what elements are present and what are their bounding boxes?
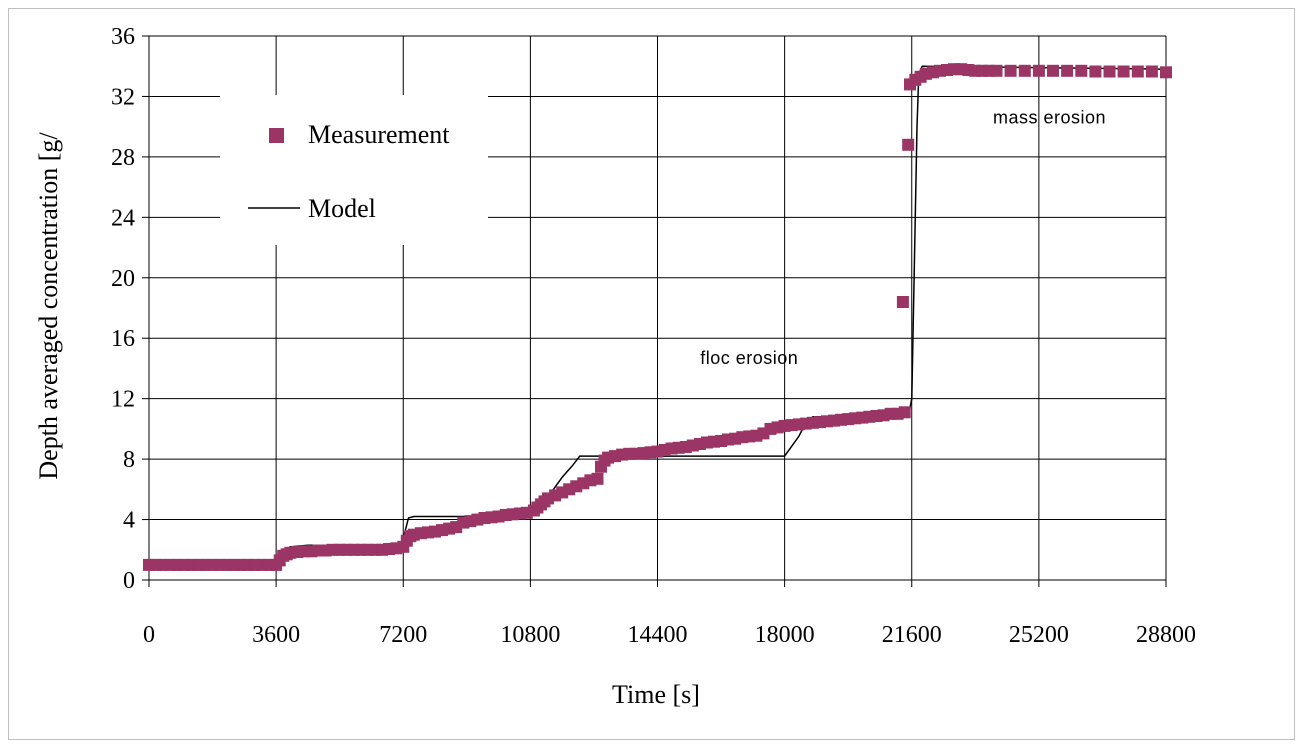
y-tick-label: 36 xyxy=(111,24,135,50)
y-tick-label: 4 xyxy=(123,508,135,534)
measurement-series xyxy=(143,63,1172,571)
annotation-mass-erosion: mass erosion xyxy=(993,108,1106,128)
legend-measurement-label: Measurement xyxy=(308,120,450,149)
y-tick-label: 20 xyxy=(111,266,135,292)
y-tick-labels: 0 4 8 12 16 20 24 28 32 36 xyxy=(111,24,135,594)
x-tick-label: 0 xyxy=(143,622,155,648)
grid-lines xyxy=(142,35,1167,587)
measurement-point xyxy=(1131,65,1144,78)
legend-model-label: Model xyxy=(308,194,376,223)
x-tick-label: 21600 xyxy=(882,622,942,648)
x-tick-label: 28800 xyxy=(1136,622,1196,648)
y-axis-title: Depth averaged concentration [g/ xyxy=(34,132,63,480)
measurement-point xyxy=(898,406,911,419)
measurement-point xyxy=(1160,66,1172,79)
y-tick-label: 12 xyxy=(111,387,135,413)
measurement-point xyxy=(1018,64,1031,77)
x-tick-label: 14400 xyxy=(628,622,688,648)
x-tick-label: 3600 xyxy=(252,622,300,648)
x-axis-title: Time [s] xyxy=(612,680,700,709)
measurement-point xyxy=(1061,64,1074,77)
x-tick-label: 7200 xyxy=(379,622,427,648)
x-tick-label: 10800 xyxy=(500,622,560,648)
x-tick-labels: 0 3600 7200 10800 14400 18000 21600 25200 28800 xyxy=(143,622,1196,648)
measurement-point xyxy=(902,138,915,151)
measurement-point xyxy=(1145,65,1158,78)
measurement-point xyxy=(1103,65,1116,78)
measurement-point xyxy=(948,63,961,76)
legend-measurement-marker xyxy=(269,128,284,143)
measurement-point xyxy=(1089,65,1102,78)
measurement-point xyxy=(591,472,604,485)
annotation-floc-erosion: floc erosion xyxy=(700,348,798,368)
measurement-point xyxy=(1075,64,1088,77)
measurement-point xyxy=(955,63,968,76)
measurement-point xyxy=(990,64,1003,77)
x-tick-label: 25200 xyxy=(1009,622,1069,648)
measurement-point xyxy=(1004,64,1017,77)
y-tick-label: 16 xyxy=(111,326,135,352)
legend-box xyxy=(220,95,488,245)
measurement-point xyxy=(896,296,909,308)
y-tick-label: 28 xyxy=(111,145,135,171)
y-tick-label: 0 xyxy=(123,568,135,594)
y-tick-label: 32 xyxy=(111,84,135,110)
y-tick-label: 8 xyxy=(123,447,135,473)
x-tick-label: 18000 xyxy=(755,622,815,648)
y-tick-label: 24 xyxy=(111,205,135,231)
measurement-point xyxy=(1117,65,1130,78)
measurement-point xyxy=(1032,64,1045,77)
measurement-point xyxy=(1047,64,1059,77)
